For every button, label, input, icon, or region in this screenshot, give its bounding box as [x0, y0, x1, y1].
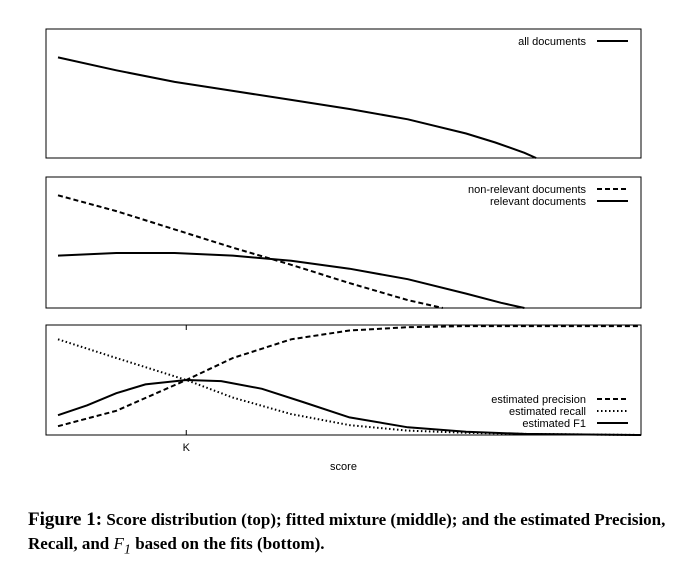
legend-label-2: estimated F1 [522, 418, 586, 430]
caption-lead: Figure 1: [28, 509, 103, 530]
series-line-2 [57, 378, 642, 436]
legend-label-1: relevant documents [490, 196, 586, 208]
caption-text-1: Score distribution (top); fitted mixture… [28, 510, 666, 553]
panel-top: all documents [45, 28, 642, 159]
series-line-0 [57, 56, 537, 159]
legend-label-0: non-relevant documents [468, 184, 587, 196]
caption-math: F [113, 534, 124, 553]
caption-text-2: based on the fits (bottom). [130, 534, 325, 553]
series-line-0 [57, 194, 444, 309]
x-tick-label-0: K [183, 442, 191, 454]
caption-math-sub: 1 [123, 541, 131, 558]
figure-svg: all documents non-relevant documentsrele… [45, 28, 642, 473]
plot-frame [45, 28, 642, 159]
plot-frame [45, 324, 642, 436]
legend-label-1: estimated recall [509, 406, 586, 418]
series-line-1 [57, 252, 525, 309]
plot-frame [45, 176, 642, 309]
x-axis-label: score [330, 461, 357, 473]
legend-label-0: all documents [518, 36, 586, 48]
series-line-0 [57, 325, 641, 428]
legend-label-0: estimated precision [491, 394, 586, 406]
figure-caption: Figure 1: Score distribution (top); fitt… [28, 508, 668, 561]
